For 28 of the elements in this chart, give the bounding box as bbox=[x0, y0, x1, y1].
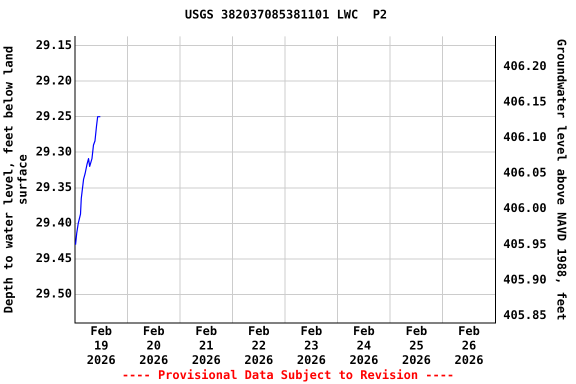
y2-tick-label: 405.95 bbox=[503, 236, 547, 251]
y-tick-label: 29.15 bbox=[36, 38, 72, 52]
y-tick-label: 29.20 bbox=[36, 73, 72, 88]
y2-tick-label: 406.00 bbox=[503, 201, 547, 216]
y2-tick-label: 406.15 bbox=[503, 94, 547, 109]
y-tick-label: 29.45 bbox=[36, 250, 72, 265]
x-tick-label: Feb 21 2026 bbox=[192, 324, 221, 367]
chart-title: USGS 382037085381101 LWC P2 bbox=[184, 7, 388, 22]
y2-tick-label: 405.85 bbox=[503, 308, 547, 322]
x-tick-label: Feb 19 2026 bbox=[86, 324, 116, 367]
x-tick-label: Feb 20 2026 bbox=[139, 324, 168, 367]
x-tick-label: Feb 24 2026 bbox=[349, 324, 378, 367]
x-tick-label: Feb 25 2026 bbox=[402, 324, 431, 367]
y2-tick-label: 405.90 bbox=[503, 272, 547, 286]
y-tick-label: 29.25 bbox=[36, 108, 72, 123]
x-tick-label: Feb 22 2026 bbox=[244, 324, 274, 367]
y-tick-label: 29.50 bbox=[36, 286, 72, 300]
y-tick-label: 29.30 bbox=[36, 144, 72, 158]
text: ---- Provisional Data Subject to Revision ---- bbox=[122, 368, 454, 382]
y2-tick-label: 406.20 bbox=[503, 59, 547, 74]
x-tick-label: Feb 26 2026 bbox=[454, 324, 484, 367]
y2-tick-label: 406.10 bbox=[503, 130, 547, 144]
x-tick-label: Feb 23 2026 bbox=[296, 324, 326, 367]
y-tick-label: 29.35 bbox=[36, 180, 72, 194]
y-axis-title: Depth to water level, feet below land surface bbox=[1, 46, 30, 314]
y-tick-label: 29.40 bbox=[36, 215, 72, 230]
y2-tick-label: 406.05 bbox=[503, 166, 547, 180]
y2-axis-title: Groundwater level above NAVD 1988, feet bbox=[554, 38, 569, 320]
